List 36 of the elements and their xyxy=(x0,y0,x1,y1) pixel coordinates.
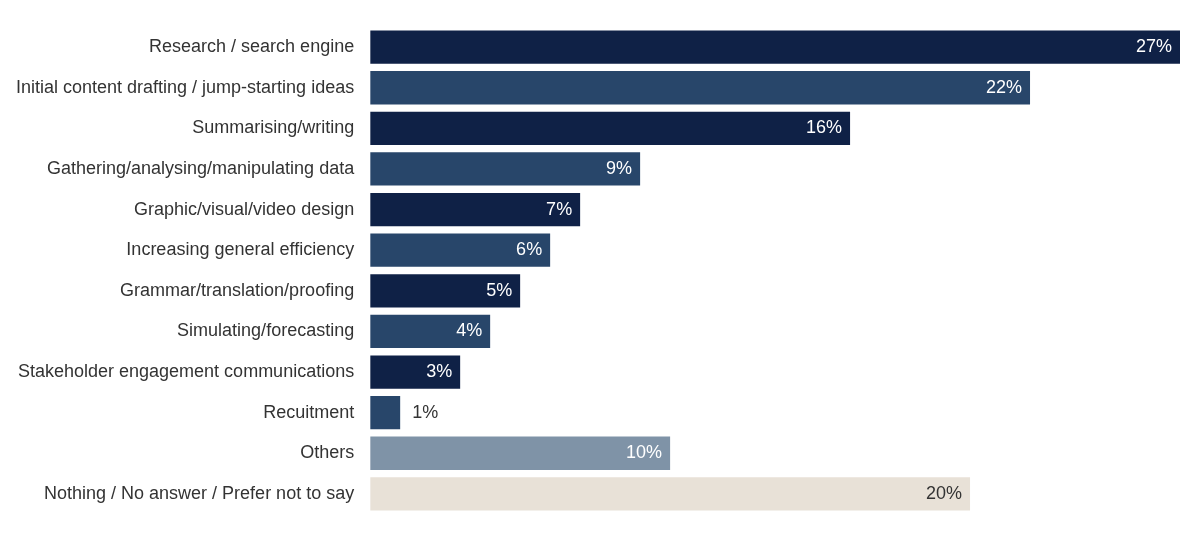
bar xyxy=(370,111,851,145)
data-label: 22% xyxy=(986,76,1023,97)
data-label: 6% xyxy=(516,239,543,260)
y-tick-label: Summarising/writing xyxy=(192,117,355,138)
y-tick-label: Simulating/forecasting xyxy=(177,320,355,341)
bar xyxy=(370,436,671,470)
y-tick-label: Grammar/translation/proofing xyxy=(120,279,355,300)
data-label: 27% xyxy=(1135,36,1172,57)
data-label: 16% xyxy=(806,117,843,138)
bar xyxy=(370,274,521,308)
bar xyxy=(370,477,971,511)
bar xyxy=(370,192,581,227)
data-label: 10% xyxy=(626,442,663,463)
bar xyxy=(370,233,551,267)
data-label: 5% xyxy=(486,279,513,300)
y-tick-label: Gathering/analysing/manipulating data xyxy=(46,157,356,178)
data-label: 20% xyxy=(926,482,963,503)
data-label: 1% xyxy=(412,401,439,422)
y-tick-label: Research / search engine xyxy=(149,36,355,57)
bar xyxy=(370,396,401,430)
data-label: 7% xyxy=(546,198,573,219)
data-label: 3% xyxy=(426,361,453,382)
y-tick-label: Nothing / No answer / Prefer not to say xyxy=(44,482,355,503)
data-label: 9% xyxy=(606,157,633,178)
bar xyxy=(370,71,1031,105)
y-tick-label: Stakeholder engagement communications xyxy=(17,361,355,382)
y-tick-label: Increasing general efficiency xyxy=(126,239,355,260)
bar xyxy=(370,314,491,349)
y-tick-label: Initial content drafting / jump-starting ideas xyxy=(15,76,355,97)
y-tick-label: Others xyxy=(300,442,355,463)
data-label: 4% xyxy=(456,320,483,341)
bar xyxy=(370,355,461,389)
y-tick-label: Graphic/visual/video design xyxy=(134,198,355,219)
bar xyxy=(370,152,641,186)
bar xyxy=(370,30,1180,64)
y-tick-label: Recuitment xyxy=(263,401,355,422)
